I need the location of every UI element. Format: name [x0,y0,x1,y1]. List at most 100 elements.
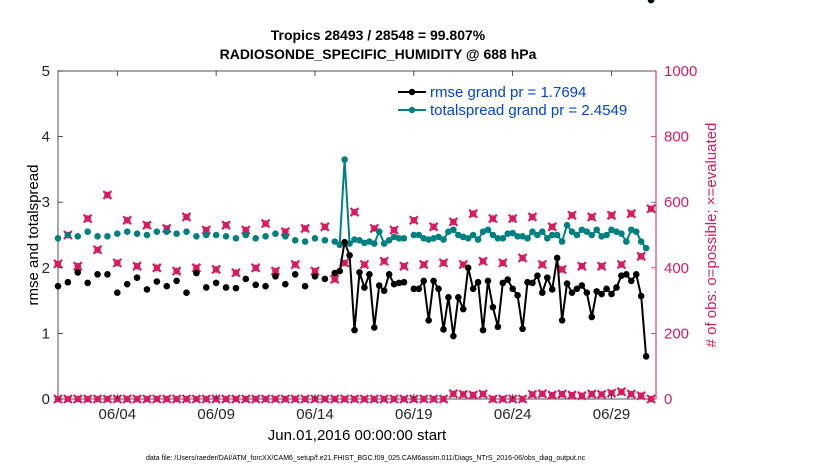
spread-point [583,228,591,236]
obs-possible-point [74,395,82,403]
rmse-point [163,282,171,290]
spread-point [603,231,610,239]
spread-point [212,231,220,239]
spread-point [94,233,101,240]
rmse-point [321,275,329,283]
obs-possible-point [291,395,299,403]
spread-point [104,233,111,240]
spread-point [153,228,161,236]
chart-title-line1: Tropics 28493 / 28548 = 99.807% [271,27,486,43]
obs-possible-point [242,395,250,403]
spread-point [514,233,521,240]
rmse-point [632,271,640,278]
obs-evaluated-point [499,259,507,267]
obs-evaluated-point [183,213,190,221]
obs-possible-point [588,390,596,398]
spread-point [390,233,398,241]
spread-point [272,230,279,237]
obs-possible-point [153,395,161,403]
rmse-point [618,272,625,279]
spread-point [262,233,269,240]
obs-evaluated-point [390,226,398,234]
spread-point [455,231,462,239]
obs-evaluated-point [351,208,358,216]
spread-point [114,230,121,237]
obs-evaluated-point [618,261,625,268]
spread-point [370,240,378,247]
rmse-point [361,284,368,291]
y-right-tick-label: 800 [664,129,689,146]
obs-evaluated-point [282,228,289,236]
obs-evaluated-point [133,262,141,270]
spread-point [232,234,240,242]
obs-evaluated-point [262,220,269,227]
rmse-point [464,264,472,272]
y-left-tick-label: 0 [42,391,50,408]
x-axis-label: Jun.01,2016 00:00:00 start [268,427,447,444]
obs-possible-point [361,395,368,403]
spread-point [410,231,418,239]
y-left-axis-ticks: 0 1 2 3 4 5 [42,63,63,408]
rmse-point [504,276,512,283]
rmse-point [193,269,200,277]
spread-point [524,234,531,242]
spread-point [573,231,581,239]
obs-evaluated-point [400,262,408,270]
spread-point [588,231,596,239]
obs-evaluated-point [114,259,121,267]
rmse-point [593,288,600,295]
spread-point [356,236,363,244]
spread-point [568,228,576,236]
obs-evaluated-point [450,218,457,226]
rmse-point [123,280,131,288]
obs-possible-point [64,395,72,403]
rmse-point [425,316,432,324]
spread-point [311,234,319,242]
obs-possible-point [351,395,358,403]
obs-possible-point [301,395,309,403]
y-right-tick-label: 200 [664,325,689,342]
spread-point [469,231,477,239]
legend-rmse-marker [408,88,416,96]
y-right-tick-label: 600 [664,194,689,211]
obs-evaluated-point [519,254,526,262]
rmse-point [598,290,605,298]
spread-point [331,238,339,245]
spread-point [321,236,329,244]
spread-point [534,231,541,239]
rmse-point [499,279,507,287]
rmse-point [153,278,161,285]
obs-possible-point [479,390,487,398]
rmse-point [435,285,442,293]
spread-point [346,240,353,247]
obs-possible-point [598,391,605,398]
obs-possible-point [163,395,171,403]
spread-point [84,228,91,236]
obs-possible-point [519,395,526,403]
rmse-point [588,313,596,321]
obs-evaluated-point [430,223,437,231]
rmse-point [385,271,393,278]
legend-rmse-label: rmse grand pr = 1.7694 [430,84,586,101]
obs-evaluated-point [410,216,418,224]
rmse-point [637,292,645,300]
spread-point [543,234,551,242]
rmse-point [380,287,388,295]
spread-point [54,234,62,242]
obs-possible-point [341,395,348,403]
rmse-point [603,285,610,293]
y-left-tick-label: 4 [42,129,50,146]
spread-point [618,230,625,237]
rmse-point [351,326,358,334]
obs-evaluated-point [54,260,62,268]
rmse-point [133,274,141,281]
y-right-axis-label: # of obs: o=possible; ×=evaluated [703,123,720,348]
obs-evaluated-point [301,225,309,232]
obs-possible-point [380,395,388,403]
rmse-point [430,277,437,285]
obs-evaluated-point [459,261,467,268]
rmse-point [474,278,482,286]
obs-evaluated-point [74,262,82,270]
spread-point [420,234,428,242]
spread-point [202,231,210,239]
